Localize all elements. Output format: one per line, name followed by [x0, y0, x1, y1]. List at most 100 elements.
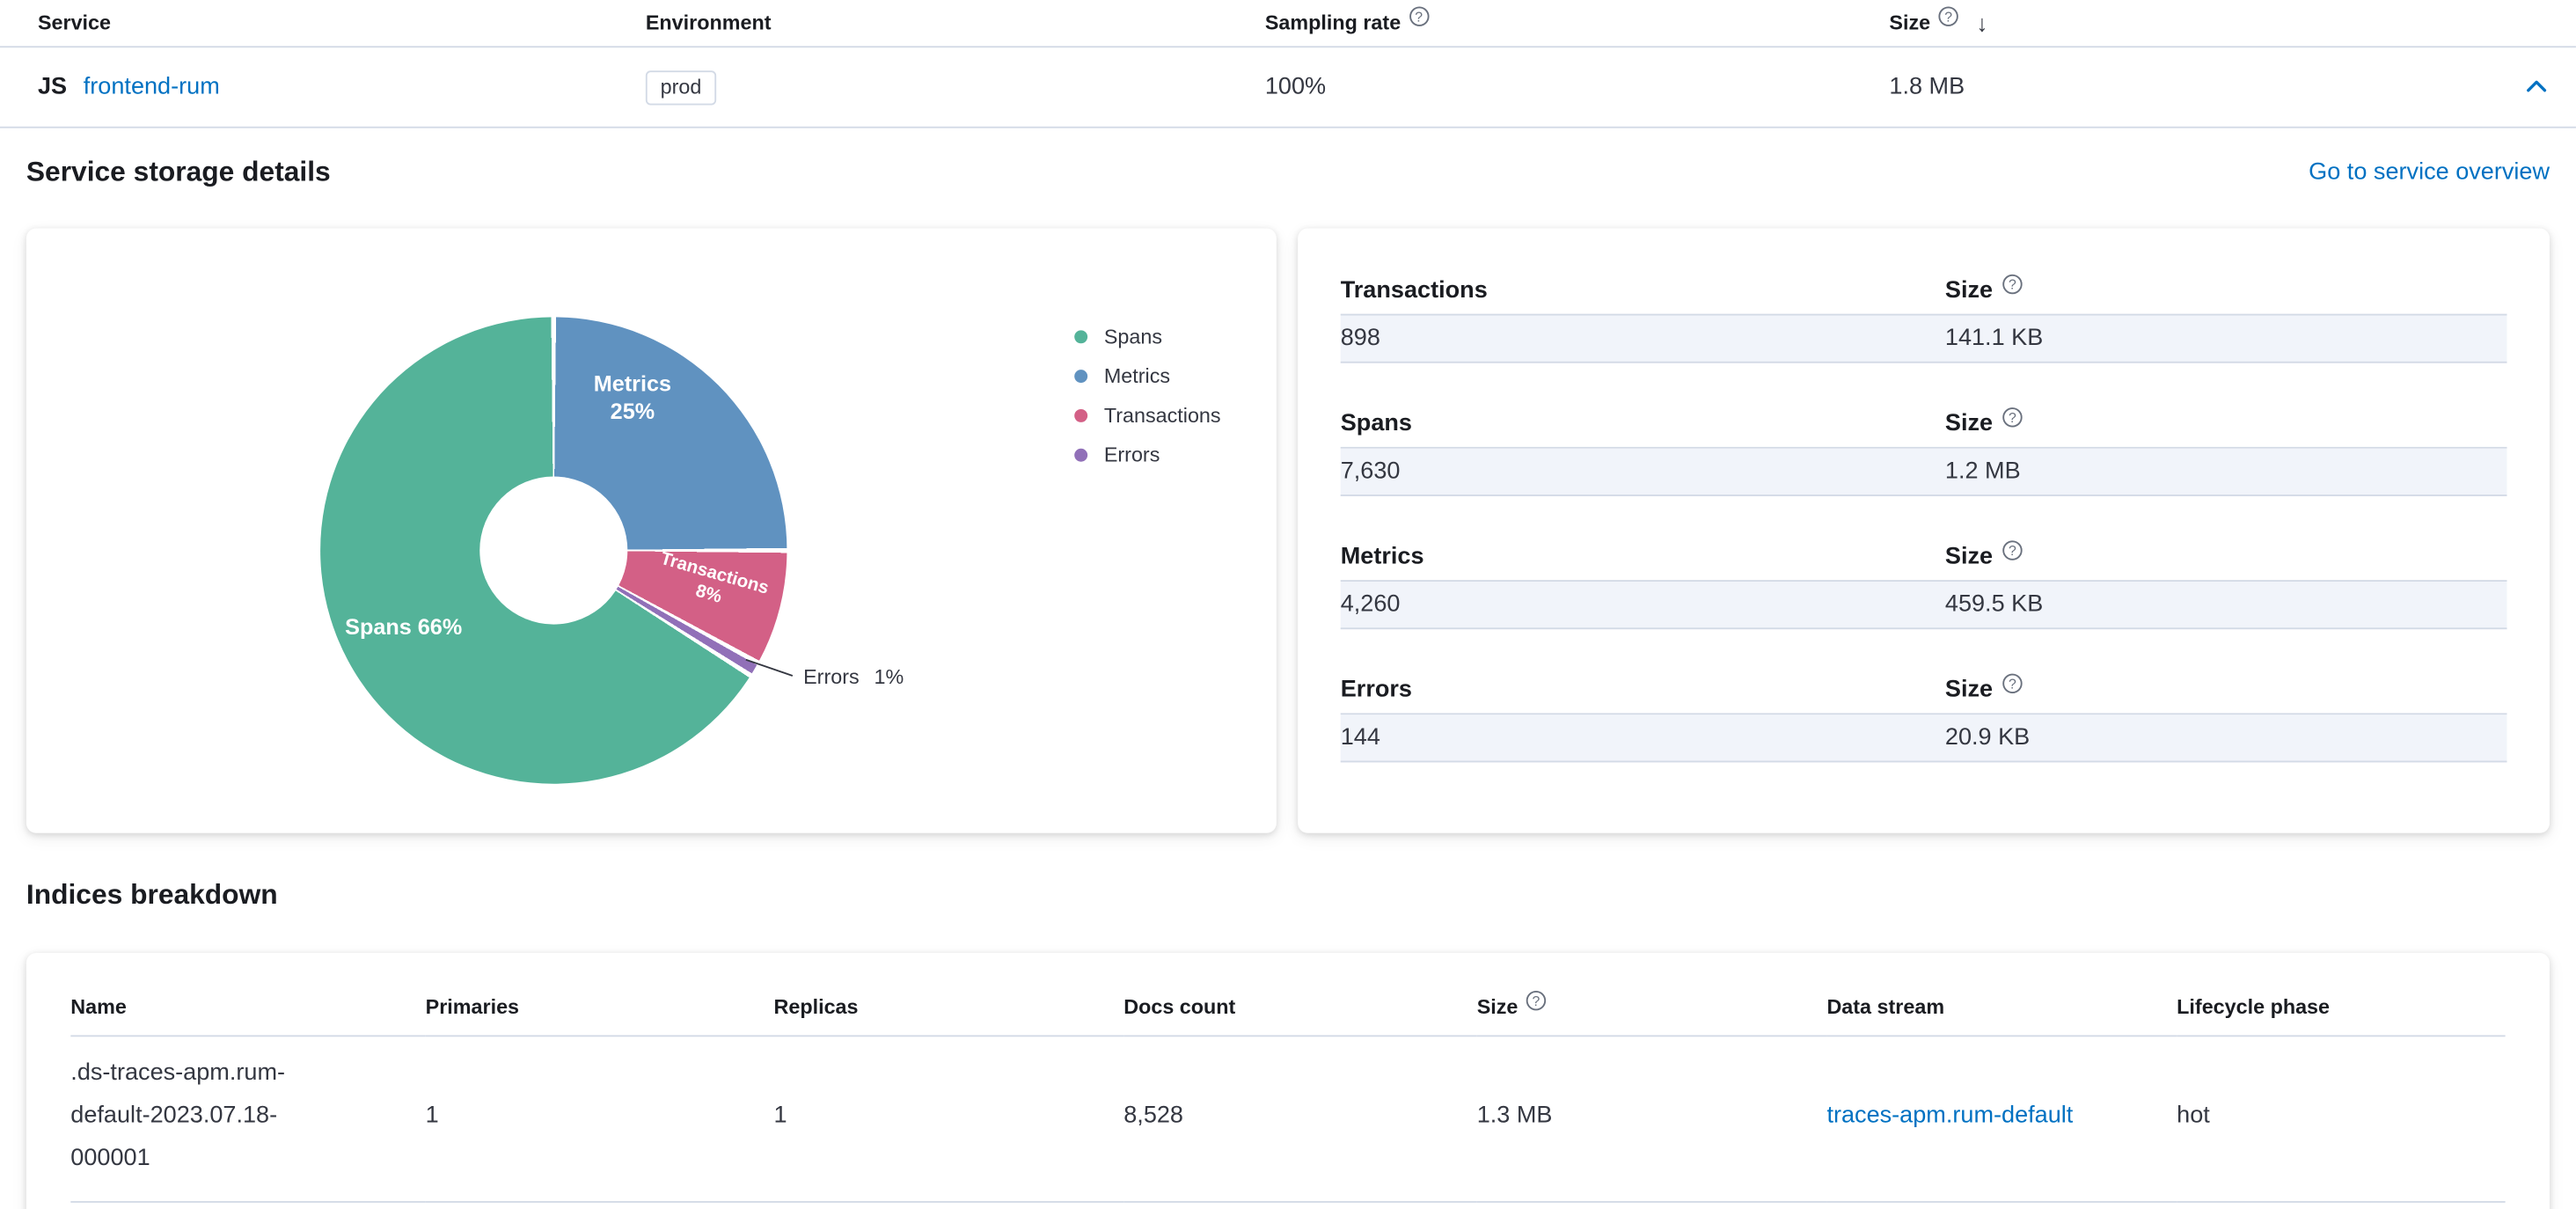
column-header-data-stream: Data stream	[1826, 982, 2177, 1037]
stat-size-header-label: Size	[1944, 410, 1994, 437]
column-header-lifecycle-phase: Lifecycle phase	[2177, 982, 2506, 1037]
column-header-sampling-rate-label: Sampling rate	[1264, 11, 1401, 35]
indices-table: Name Primaries Replicas Docs count Size …	[70, 982, 2506, 1203]
section-title: Service storage details	[26, 156, 331, 187]
column-header-index-size: Size	[1476, 982, 1827, 1037]
legend-item-metrics[interactable]: Metrics	[1074, 363, 1220, 390]
column-header-service-label: Service	[37, 11, 112, 35]
stat-size-header-label: Size	[1944, 677, 1994, 704]
stat-size-header: Size	[1944, 274, 2023, 304]
stat-label: Errors	[1340, 677, 1413, 704]
stat-value-row: 4,260 459.5 KB	[1340, 582, 2507, 630]
storage-details-header: Service storage details Go to service ov…	[26, 144, 2550, 200]
service-link[interactable]: frontend-rum	[83, 74, 220, 100]
info-icon[interactable]	[2002, 274, 2023, 295]
stat-size-header: Size	[1944, 673, 2023, 704]
index-replicas: 1	[773, 1036, 1124, 1203]
stat-size-header: Size	[1945, 540, 2023, 570]
slice-label-errors-pct: 1%	[874, 665, 904, 689]
stat-group-transactions: Transactions Size 898 141.1 KB	[1340, 267, 2507, 363]
legend-label-transactions: Transactions	[1103, 404, 1221, 428]
legend-item-errors[interactable]: Errors	[1074, 442, 1220, 468]
indices-breakdown-panel: Name Primaries Replicas Docs count Size …	[26, 953, 2550, 1209]
info-icon[interactable]	[2002, 673, 2023, 694]
storage-details-cards: Metrics 25% Spans 66% Transactions 8% Er…	[26, 228, 2550, 833]
info-icon[interactable]	[2002, 407, 2023, 428]
javascript-agent-icon: JS	[37, 74, 68, 100]
legend-item-spans[interactable]: Spans	[1074, 324, 1220, 350]
service-row[interactable]: JS frontend-rum prod 100% 1.8 MB	[0, 48, 2576, 128]
stat-size-header-label: Size	[1944, 277, 1994, 304]
column-header-primaries: Primaries	[425, 982, 774, 1037]
stat-count: 144	[1340, 724, 1380, 751]
stat-group-metrics: Metrics Size 4,260 459.5 KB	[1340, 534, 2507, 630]
stat-label: Transactions	[1340, 277, 1488, 304]
stat-label: Metrics	[1340, 544, 1424, 570]
column-header-docs-count: Docs count	[1123, 982, 1477, 1037]
chart-legend: Spans Metrics Transactions Errors	[1074, 324, 1221, 468]
stat-count: 4,260	[1340, 591, 1401, 619]
slice-label-metrics-pct: 25%	[610, 399, 655, 424]
slice-label-metrics: Metrics 25%	[580, 370, 685, 425]
services-table-header: Service Environment Sampling rate Size	[0, 0, 2576, 48]
indices-table-header-row: Name Primaries Replicas Docs count Size …	[70, 982, 2506, 1037]
stat-header: Transactions Size	[1340, 267, 2507, 316]
stat-size: 141.1 KB	[1944, 325, 2044, 352]
legend-dot-spans	[1074, 330, 1088, 344]
index-lifecycle-phase: hot	[2177, 1036, 2506, 1203]
legend-label-spans: Spans	[1103, 325, 1163, 348]
stat-size: 1.2 MB	[1944, 458, 2021, 485]
column-header-replicas: Replicas	[773, 982, 1124, 1037]
sort-desc-icon[interactable]	[1976, 11, 1987, 34]
slice-label-errors: Errors 1%	[803, 665, 904, 688]
index-row: .ds-traces-apm.rum-default-2023.07.18-00…	[70, 1036, 2506, 1203]
sampling-rate-value: 100%	[1264, 74, 1327, 100]
stat-header: Spans Size	[1340, 401, 2507, 449]
go-to-service-overview-link[interactable]: Go to service overview	[2309, 159, 2550, 187]
legend-item-transactions[interactable]: Transactions	[1074, 402, 1221, 429]
storage-stats-panel: Transactions Size 898 141.1 KB Spans Siz…	[1298, 228, 2550, 833]
column-header-name: Name	[70, 982, 426, 1037]
legend-label-metrics: Metrics	[1103, 364, 1171, 388]
index-primaries: 1	[425, 1036, 774, 1203]
chevron-up-icon	[2527, 80, 2547, 92]
stat-size-header: Size	[1944, 407, 2023, 437]
stat-count: 7,630	[1340, 458, 1401, 485]
legend-dot-errors	[1074, 448, 1088, 462]
legend-label-errors: Errors	[1103, 443, 1160, 467]
column-header-size-label: Size	[1889, 11, 1931, 35]
size-value: 1.8 MB	[1889, 74, 1965, 100]
indices-breakdown-title: Indices breakdown	[26, 879, 278, 911]
environment-badge: prod	[645, 70, 717, 105]
info-icon[interactable]	[1409, 6, 1429, 26]
stat-header: Metrics Size	[1340, 534, 2507, 583]
stat-count: 898	[1340, 325, 1380, 352]
stat-value-row: 7,630 1.2 MB	[1340, 448, 2507, 496]
slice-label-metrics-name: Metrics	[593, 371, 672, 397]
service-cell: JS frontend-rum	[0, 74, 646, 100]
index-name: .ds-traces-apm.rum-default-2023.07.18-00…	[70, 1059, 286, 1172]
info-icon[interactable]	[2002, 540, 2023, 561]
stat-label: Spans	[1340, 410, 1412, 437]
stat-value-row: 144 20.9 KB	[1340, 714, 2507, 763]
column-header-index-size-label: Size	[1476, 995, 1519, 1019]
data-stream-link[interactable]: traces-apm.rum-default	[1826, 1102, 2074, 1129]
column-header-environment[interactable]: Environment	[646, 11, 1265, 34]
column-header-service[interactable]: Service	[0, 11, 646, 34]
storage-chart-panel: Metrics 25% Spans 66% Transactions 8% Er…	[26, 228, 1277, 833]
environment-cell: prod	[645, 70, 1265, 105]
column-header-size[interactable]: Size	[1889, 6, 2497, 35]
info-icon[interactable]	[1938, 6, 1958, 26]
stat-size: 459.5 KB	[1944, 591, 2044, 619]
index-size: 1.3 MB	[1476, 1036, 1827, 1203]
slice-label-errors-name: Errors	[803, 665, 860, 689]
column-header-sampling-rate[interactable]: Sampling rate	[1264, 6, 1890, 35]
info-icon[interactable]	[1526, 990, 1547, 1011]
stat-group-errors: Errors Size 144 20.9 KB	[1340, 667, 2507, 763]
donut-chart[interactable]	[320, 317, 787, 784]
collapse-row-button[interactable]	[2520, 70, 2552, 103]
stat-header: Errors Size	[1340, 667, 2507, 715]
stat-group-spans: Spans Size 7,630 1.2 MB	[1340, 401, 2507, 496]
